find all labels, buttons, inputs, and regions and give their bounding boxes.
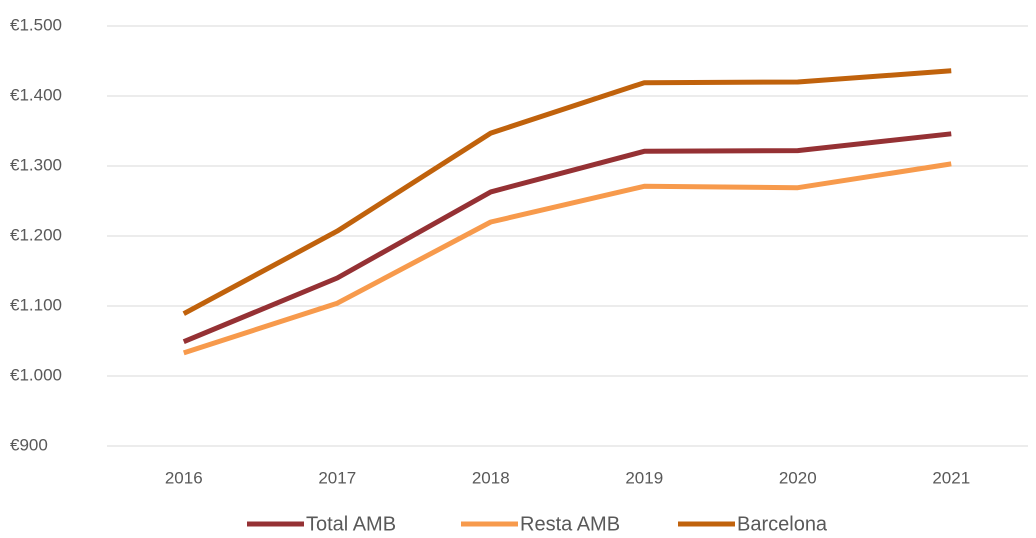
series-line [182,161,952,356]
legend-label: Resta AMB [520,513,620,535]
y-tick-label: €1.400 [10,85,62,104]
legend-label: Total AMB [306,513,396,535]
y-tick-label: €1.200 [10,225,62,244]
x-tick-label: 2019 [625,468,663,487]
legend-label: Barcelona [737,513,828,535]
y-tick-label: €900 [10,435,48,454]
x-tick-label: 2021 [932,468,970,487]
x-tick-label: 2020 [779,468,817,487]
y-tick-label: €1.500 [10,15,62,34]
y-tick-label: €1.300 [10,155,62,174]
x-tick-label: 2017 [318,468,356,487]
y-tick-label: €1.000 [10,365,62,384]
x-tick-label: 2016 [165,468,203,487]
series-line [182,131,952,345]
y-tick-label: €1.100 [10,295,62,314]
series-line [182,68,952,316]
x-tick-label: 2018 [472,468,510,487]
